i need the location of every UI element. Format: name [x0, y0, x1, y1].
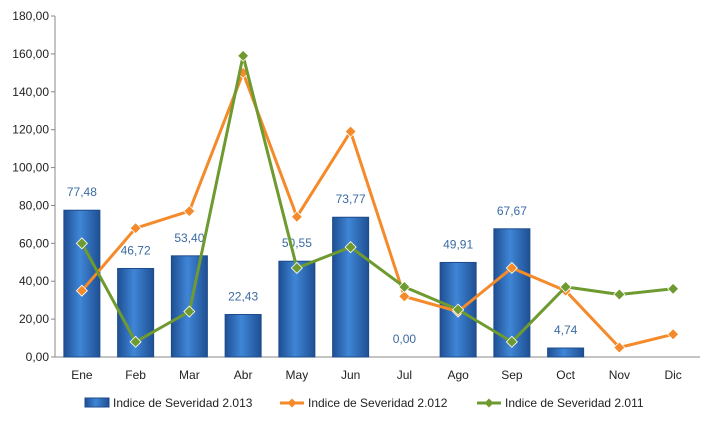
bar — [439, 261, 477, 358]
line-series — [75, 49, 680, 354]
data-point-marker — [505, 261, 518, 275]
bar-data-label: 73,77 — [336, 192, 366, 206]
y-tick-label: 80,00 — [19, 198, 49, 212]
data-point-marker — [667, 282, 680, 295]
x-tick-label: Abr — [234, 368, 253, 382]
x-tick-labels: Ene Feb Mar Abr May Jun Jul Ago Sep Oct Nov Dic — [71, 368, 682, 382]
y-tick-label: 40,00 — [19, 274, 49, 288]
data-point-marker — [237, 49, 250, 62]
series-line — [80, 71, 674, 349]
bar-data-label: 46,72 — [121, 243, 151, 257]
x-tick-label: Ago — [447, 368, 469, 382]
bar-data-label: 49,91 — [443, 237, 473, 251]
line-series-1 — [75, 66, 680, 354]
legend-swatch-marker — [484, 398, 494, 408]
data-point-marker — [344, 125, 357, 138]
data-point-marker — [613, 288, 626, 301]
data-point-marker — [183, 305, 196, 318]
x-tick-label: Oct — [556, 368, 575, 382]
bar-series — [63, 209, 585, 358]
bar-data-label: 67,67 — [497, 204, 527, 218]
data-point-marker — [129, 335, 142, 348]
data-point-marker — [398, 290, 411, 303]
data-point-marker — [613, 341, 626, 354]
data-point-marker — [505, 335, 518, 348]
data-point-marker — [75, 284, 88, 297]
legend-label: Indice de Severidad 2.013 — [113, 396, 253, 410]
x-tick-label: Dic — [664, 368, 681, 382]
legend-label: Indice de Severidad 2.011 — [505, 396, 644, 410]
y-tick-label: 60,00 — [19, 236, 49, 250]
x-tick-label: Sep — [501, 368, 523, 382]
data-point-marker — [290, 261, 303, 275]
data-point-marker — [559, 280, 572, 293]
x-tick-label: Mar — [179, 368, 200, 382]
y-tick-label: 20,00 — [19, 312, 49, 326]
legend: Indice de Severidad 2.013 Indice de Sever… — [84, 396, 644, 410]
y-tick-label: 160,00 — [12, 47, 49, 61]
legend-swatch-marker — [287, 398, 297, 408]
bar-data-label: 77,48 — [67, 185, 97, 199]
x-tick-label: Jun — [341, 368, 360, 382]
data-point-marker — [75, 237, 88, 250]
legend-swatch-bar — [84, 397, 110, 408]
bar — [224, 314, 262, 358]
bar-data-labels: 77,48 46,72 53,40 22,43 50,55 73,77 0,00 49,91 6… — [67, 185, 578, 346]
legend-label: Indice de Severidad 2.012 — [308, 396, 448, 410]
data-point-marker — [129, 222, 142, 235]
series-line — [80, 54, 674, 344]
y-tick-label: 180,00 — [12, 9, 49, 23]
y-tick-label: 0,00 — [26, 350, 50, 364]
bar-data-label: 0,00 — [393, 332, 417, 346]
y-tick-label: 120,00 — [12, 123, 49, 137]
x-tick-label: Ene — [71, 368, 93, 382]
data-point-marker — [452, 303, 465, 316]
bar — [332, 216, 370, 358]
x-tick-label: Jul — [397, 368, 412, 382]
bar-data-label: 4,74 — [554, 323, 578, 337]
bar-data-label: 53,40 — [174, 231, 204, 245]
x-tick-label: Nov — [609, 368, 630, 382]
bar-data-label: 22,43 — [228, 290, 258, 304]
y-tick-label: 100,00 — [12, 161, 49, 175]
x-tick-label: Feb — [125, 368, 146, 382]
bar-data-label: 50,55 — [282, 236, 312, 250]
y-tick-labels: 0,00 20,00 40,00 60,00 80,00 100,00 120,00 140,… — [12, 9, 55, 364]
data-point-marker — [398, 280, 411, 293]
line-series-2 — [75, 49, 680, 348]
data-point-marker — [667, 328, 680, 341]
data-point-marker — [183, 205, 196, 218]
bar — [63, 209, 101, 358]
bar — [547, 347, 585, 358]
data-point-marker — [290, 210, 303, 223]
y-tick-label: 140,00 — [12, 85, 49, 99]
bar — [278, 260, 316, 358]
x-tick-label: May — [286, 368, 309, 382]
data-point-marker — [344, 241, 357, 254]
